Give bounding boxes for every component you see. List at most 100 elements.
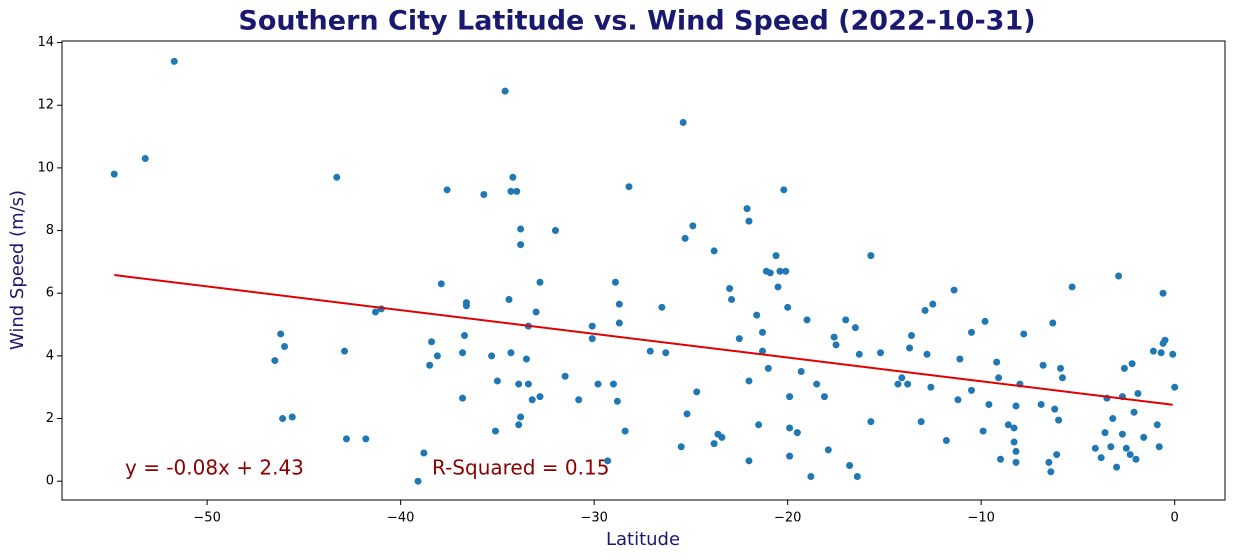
point: [710, 247, 718, 255]
point: [968, 328, 976, 336]
point: [615, 319, 623, 327]
y-tick-label: 8: [46, 223, 54, 238]
point: [1020, 330, 1028, 338]
point: [786, 452, 794, 460]
point: [1128, 360, 1136, 368]
point: [1153, 421, 1161, 429]
point: [1171, 383, 1179, 391]
point: [501, 87, 509, 95]
x-tick-label: −10: [967, 511, 994, 526]
point: [588, 335, 596, 343]
point: [745, 377, 753, 385]
point: [507, 349, 515, 357]
point: [1115, 272, 1123, 280]
point: [693, 388, 701, 396]
point: [759, 328, 767, 336]
point: [528, 396, 536, 404]
point: [1053, 451, 1061, 459]
point: [981, 317, 989, 325]
point: [1010, 438, 1018, 446]
point: [1058, 374, 1066, 382]
point: [1045, 458, 1053, 466]
point: [908, 332, 916, 340]
y-tick-label: 2: [46, 411, 54, 426]
x-axis-label: Latitude: [606, 529, 680, 550]
point: [786, 424, 794, 432]
point: [279, 415, 287, 423]
point: [615, 300, 623, 308]
point: [679, 118, 687, 126]
point: [426, 361, 434, 369]
point: [1004, 421, 1012, 429]
point: [1068, 283, 1076, 291]
point: [414, 477, 422, 485]
point: [755, 421, 763, 429]
point: [718, 433, 726, 441]
point: [1097, 454, 1105, 462]
point: [923, 350, 931, 358]
point: [428, 338, 436, 346]
point: [677, 443, 685, 451]
point: [281, 342, 289, 350]
point: [611, 278, 619, 286]
point: [1109, 415, 1117, 423]
point: [513, 187, 521, 195]
point: [735, 335, 743, 343]
point: [846, 462, 854, 470]
point: [1101, 429, 1109, 437]
point: [1113, 463, 1121, 471]
point: [420, 449, 428, 457]
y-axis-label: Wind Speed (m/s): [7, 190, 28, 350]
point: [1047, 468, 1055, 476]
point: [1159, 289, 1167, 297]
point: [575, 396, 583, 404]
point: [277, 330, 285, 338]
point: [728, 295, 736, 303]
point: [443, 186, 451, 194]
point: [362, 435, 370, 443]
point: [1120, 364, 1128, 372]
point: [793, 429, 801, 437]
point: [681, 234, 689, 242]
point: [1012, 458, 1020, 466]
x-tick-label: −30: [580, 511, 607, 526]
point: [610, 380, 618, 388]
point: [774, 283, 782, 291]
point: [776, 267, 784, 275]
regression-line: [114, 274, 1173, 406]
point: [807, 473, 815, 481]
y-tick-label: 10: [37, 160, 54, 175]
y-tick-label: 14: [37, 35, 54, 50]
point: [985, 400, 993, 408]
point: [1134, 389, 1142, 397]
point: [979, 427, 987, 435]
point: [341, 347, 349, 355]
point: [1169, 350, 1177, 358]
point: [621, 427, 629, 435]
point: [1010, 424, 1018, 432]
point: [904, 380, 912, 388]
point: [968, 386, 976, 394]
point: [459, 394, 467, 402]
point: [505, 295, 513, 303]
point: [786, 393, 794, 401]
point: [437, 280, 445, 288]
point: [488, 352, 496, 360]
point: [658, 303, 666, 311]
plot-frame: [61, 40, 1226, 501]
point: [594, 380, 602, 388]
point: [493, 377, 501, 385]
point: [929, 300, 937, 308]
point: [759, 347, 767, 355]
point: [743, 205, 751, 213]
y-tick-label: 0: [46, 474, 54, 489]
point: [950, 286, 958, 294]
point: [772, 252, 780, 260]
point: [271, 357, 279, 365]
point: [1140, 433, 1148, 441]
point: [371, 308, 379, 316]
point: [1161, 336, 1169, 344]
point: [726, 285, 734, 293]
point: [766, 269, 774, 277]
